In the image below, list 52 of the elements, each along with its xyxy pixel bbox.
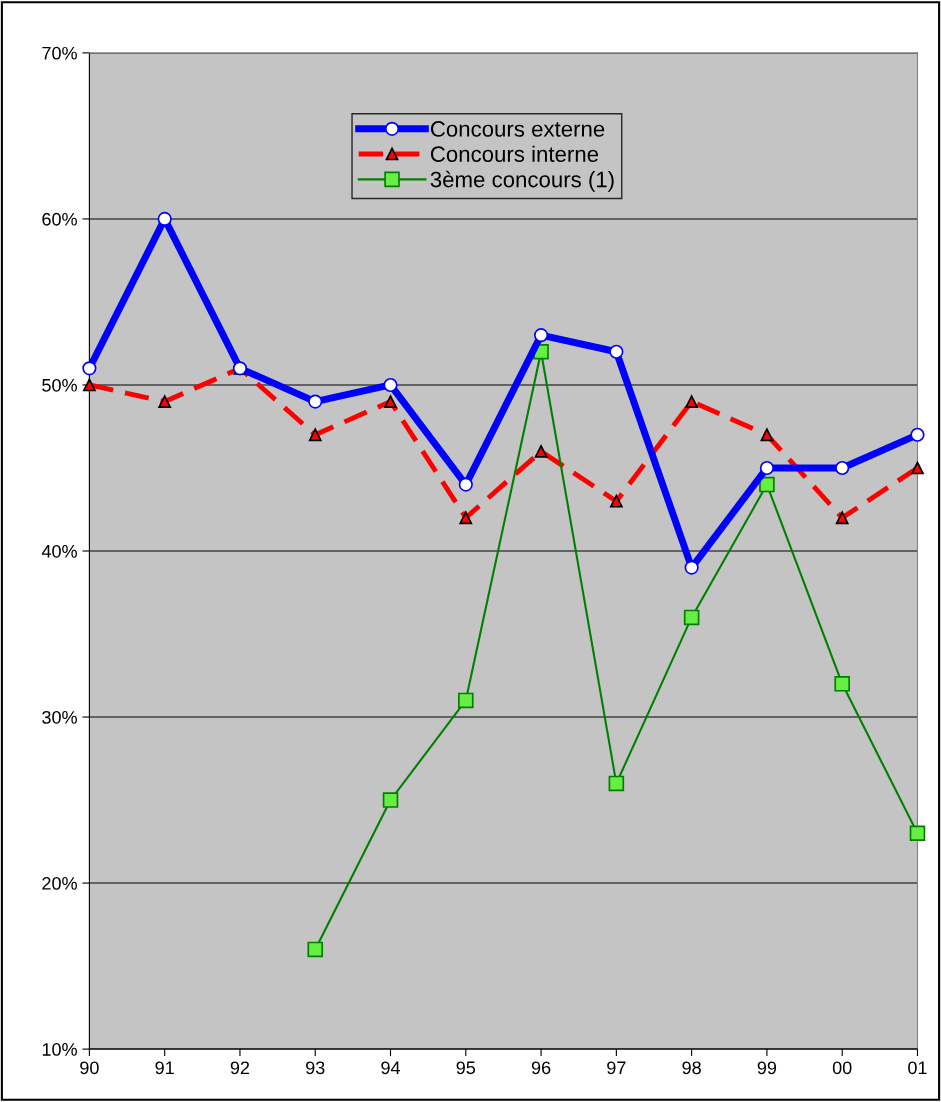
x-tick-label: 92 <box>230 1061 250 1075</box>
x-tick-label: 91 <box>155 1061 174 1075</box>
point <box>759 476 775 493</box>
x-tick-label: 98 <box>682 1061 701 1075</box>
x-tick-label: 00 <box>832 1061 852 1075</box>
point <box>158 395 172 408</box>
x-tick-label: 01 <box>908 1061 927 1075</box>
point <box>835 460 850 476</box>
point <box>82 361 97 376</box>
point <box>382 792 399 808</box>
point <box>759 460 775 476</box>
point <box>458 477 473 492</box>
point <box>609 494 623 508</box>
legend-label: 3ème concours (1) <box>430 170 614 192</box>
point <box>534 444 548 458</box>
point <box>608 775 625 792</box>
point <box>834 676 850 692</box>
point <box>911 461 924 475</box>
x-tick-label: 99 <box>757 1061 777 1075</box>
x-tick-label: 95 <box>456 1061 476 1075</box>
legend-label: Concours interne <box>430 145 599 162</box>
point <box>609 344 624 359</box>
y-tick-label: 30% <box>42 710 77 724</box>
point <box>910 427 925 442</box>
y-tick-label: 60% <box>42 212 77 226</box>
point <box>684 560 699 575</box>
y-tick-label: 70% <box>42 46 77 60</box>
x-tick-label: 93 <box>306 1061 325 1075</box>
point <box>307 941 324 958</box>
point <box>760 428 774 442</box>
point <box>384 395 397 408</box>
point <box>308 428 322 442</box>
y-tick-label: 40% <box>41 544 77 558</box>
y-tick-label: 50% <box>42 378 77 392</box>
x-tick-label: 97 <box>607 1061 626 1075</box>
point <box>683 609 700 626</box>
point <box>835 511 849 525</box>
point <box>533 328 549 343</box>
x-tick-label: 90 <box>80 1061 99 1075</box>
point <box>909 825 926 842</box>
point <box>458 692 474 709</box>
point <box>459 511 473 525</box>
point <box>383 377 398 393</box>
x-tick-label: 96 <box>531 1061 551 1075</box>
point <box>157 211 172 227</box>
legend-label: Concours externe <box>430 121 605 137</box>
point <box>308 394 323 409</box>
y-tick-label: 20% <box>42 877 77 890</box>
point <box>685 395 699 408</box>
point <box>83 378 96 392</box>
y-tick-label: 10% <box>42 1043 77 1056</box>
x-tick-label: 94 <box>381 1061 401 1075</box>
